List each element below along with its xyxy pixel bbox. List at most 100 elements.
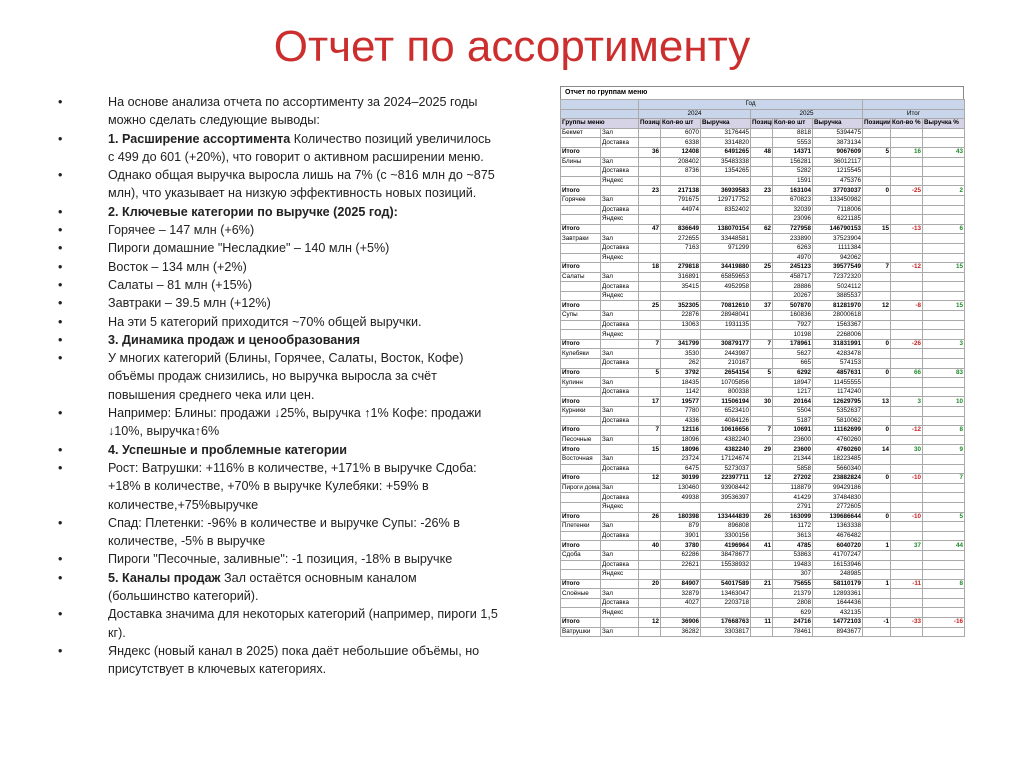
cell bbox=[750, 463, 773, 475]
cell: Доставка bbox=[600, 597, 639, 609]
cell bbox=[560, 252, 601, 264]
cell bbox=[750, 137, 773, 148]
cell: 17 bbox=[638, 396, 661, 407]
cell bbox=[862, 242, 891, 254]
cell: 4283478 bbox=[812, 348, 863, 360]
cell: Яндекс bbox=[600, 214, 639, 225]
total-row: Итого 26 180398 133444839 26 163099 139686644 0… bbox=[560, 511, 965, 523]
cell: 7 bbox=[638, 338, 661, 350]
cell bbox=[560, 319, 601, 331]
table-row: Яндекс 20267 3885537 bbox=[560, 290, 965, 302]
cell: 30199 bbox=[660, 473, 701, 484]
cell bbox=[890, 434, 923, 446]
cell: 896808 bbox=[700, 521, 751, 532]
cell bbox=[638, 530, 661, 542]
bullet-item: Пироги домашние "Несладкие" – 140 млн (+… bbox=[58, 239, 498, 258]
cell: Яндекс bbox=[600, 569, 639, 580]
table-row: Завтраки Зал 272655 33448581 233890 37523904 bbox=[560, 233, 965, 244]
bullet-item: 3. Динамика продаж и ценообразования bbox=[58, 331, 498, 350]
header-row: 2024 2025 Итог bbox=[560, 108, 965, 120]
cell: Доставка bbox=[600, 358, 639, 369]
bullet-heading: 4. Успешные и проблемные категории bbox=[108, 442, 347, 457]
cell: 2443987 bbox=[700, 348, 751, 360]
cell: 5187 bbox=[772, 415, 813, 427]
cell bbox=[750, 348, 773, 360]
cell bbox=[560, 386, 601, 398]
cell: 3792 bbox=[660, 367, 701, 379]
cell: 791675 bbox=[660, 194, 701, 206]
bullet-item: 4. Успешные и проблемные категории bbox=[58, 441, 498, 460]
cell bbox=[890, 377, 923, 388]
year-cell: 2024 bbox=[638, 108, 751, 120]
cell bbox=[638, 482, 661, 494]
cell: 8818 bbox=[772, 127, 813, 139]
bullet-heading: 5. Каналы продаж bbox=[108, 570, 221, 585]
cell bbox=[600, 300, 639, 312]
cell bbox=[862, 252, 891, 264]
cell bbox=[750, 175, 773, 187]
cell: 279818 bbox=[660, 262, 701, 273]
cell bbox=[638, 434, 661, 446]
cell bbox=[750, 549, 773, 561]
cell: 41707247 bbox=[812, 549, 863, 561]
cell: 3 bbox=[922, 338, 965, 350]
cell: 35415 bbox=[660, 281, 701, 292]
cell: Доставка bbox=[600, 386, 639, 398]
year-cell: Итог bbox=[862, 108, 965, 120]
cell: 130460 bbox=[660, 482, 701, 494]
cell bbox=[638, 310, 661, 321]
cell: 34419880 bbox=[700, 262, 751, 273]
total-row: Итого 20 84907 54017589 21 75655 58110179 1 -11 8 bbox=[560, 578, 965, 590]
cell: 0 bbox=[862, 473, 891, 484]
cell bbox=[862, 329, 891, 340]
cell: 8736 bbox=[660, 166, 701, 177]
bullet-item: На эти 5 категорий приходится ~70% общей… bbox=[58, 313, 498, 332]
cell: 30 bbox=[750, 396, 773, 407]
cell bbox=[660, 607, 701, 619]
total-row: Итого 23 217138 36939583 23 163104 37703037 0 -2… bbox=[560, 185, 965, 196]
cell: 6292 bbox=[772, 367, 813, 379]
cell bbox=[922, 463, 965, 475]
cell: 70812610 bbox=[700, 300, 751, 312]
cell: Зал bbox=[600, 156, 639, 168]
cell: 1644436 bbox=[812, 597, 863, 609]
cell bbox=[922, 329, 965, 340]
cell: 316891 bbox=[660, 271, 701, 283]
column-header: Группы меню bbox=[560, 118, 639, 129]
bullet-text: Пироги "Песочные, заливные": -1 позиция,… bbox=[108, 552, 453, 567]
cell: Горячее bbox=[560, 194, 601, 206]
cell bbox=[638, 281, 661, 292]
cell: 26 bbox=[638, 511, 661, 523]
cell: Яндекс bbox=[600, 290, 639, 302]
cell: 5660340 bbox=[812, 463, 863, 475]
cell: 18 bbox=[638, 262, 661, 273]
cell: 15538932 bbox=[700, 559, 751, 571]
cell bbox=[638, 214, 661, 225]
cell bbox=[750, 501, 773, 513]
cell: 7 bbox=[862, 262, 891, 273]
cell: 21379 bbox=[772, 588, 813, 599]
cell bbox=[862, 271, 891, 283]
table-row: Слоёные Зал 32879 13463047 21379 12893361 bbox=[560, 588, 965, 599]
cell bbox=[890, 233, 923, 244]
table-row: Блины Зал 208402 35483338 156281 36012117 bbox=[560, 156, 965, 168]
bullet-heading: 2. Ключевые категории по выручке (2025 г… bbox=[108, 204, 398, 219]
bullet-text: Доставка значима для некоторых категорий… bbox=[108, 607, 498, 640]
cell bbox=[890, 319, 923, 331]
year-header: Год bbox=[638, 99, 863, 110]
cell: 800338 bbox=[700, 386, 751, 398]
cell: 4382240 bbox=[700, 434, 751, 446]
cell: 32879 bbox=[660, 588, 701, 599]
cell: Зал bbox=[600, 310, 639, 321]
cell: 129717752 bbox=[700, 194, 751, 206]
header-row: Группы менюПозицииКол-во штВыручкаПозици… bbox=[560, 118, 965, 129]
cell: Восточная bbox=[560, 453, 601, 465]
cell bbox=[862, 319, 891, 331]
cell: 3873134 bbox=[812, 137, 863, 148]
cell: 7927 bbox=[772, 319, 813, 331]
cell: 10198 bbox=[772, 329, 813, 340]
cell bbox=[560, 501, 601, 513]
cell: 58110179 bbox=[812, 578, 863, 590]
cell: 4760260 bbox=[812, 444, 863, 455]
